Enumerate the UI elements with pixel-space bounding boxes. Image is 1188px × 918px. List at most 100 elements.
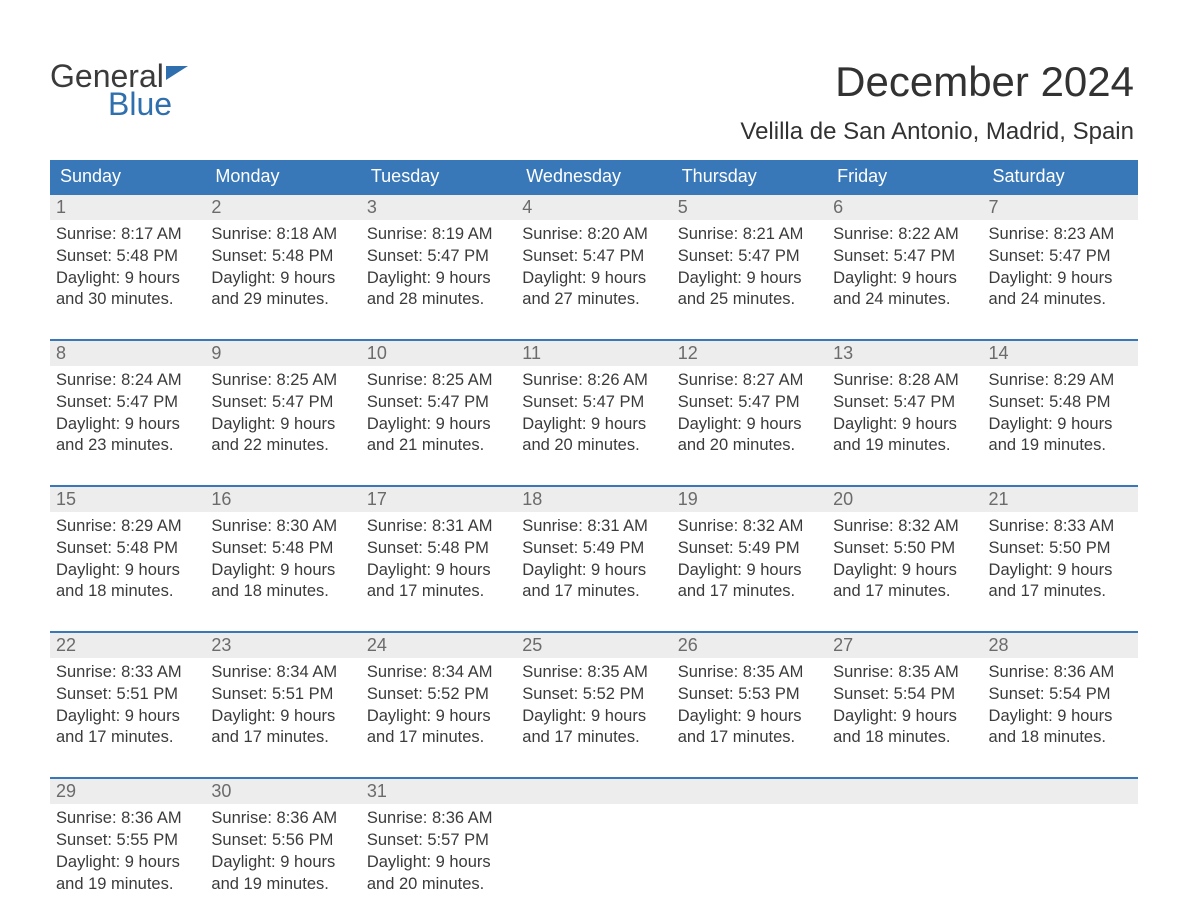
daylight-line2: and 18 minutes. bbox=[833, 727, 976, 749]
sunset-text: Sunset: 5:47 PM bbox=[989, 246, 1132, 268]
calendar-header-row: Sunday Monday Tuesday Wednesday Thursday… bbox=[50, 160, 1138, 193]
daylight-line1: Daylight: 9 hours bbox=[211, 414, 354, 436]
day-body: Sunrise: 8:35 AMSunset: 5:52 PMDaylight:… bbox=[516, 658, 671, 753]
sunrise-text: Sunrise: 8:25 AM bbox=[367, 370, 510, 392]
sunset-text: Sunset: 5:47 PM bbox=[833, 246, 976, 268]
sunrise-text: Sunrise: 8:35 AM bbox=[678, 662, 821, 684]
calendar-day: 1Sunrise: 8:17 AMSunset: 5:48 PMDaylight… bbox=[50, 195, 205, 315]
daylight-line2: and 17 minutes. bbox=[211, 727, 354, 749]
sunrise-text: Sunrise: 8:25 AM bbox=[211, 370, 354, 392]
daylight-line1: Daylight: 9 hours bbox=[211, 268, 354, 290]
calendar-day: 25Sunrise: 8:35 AMSunset: 5:52 PMDayligh… bbox=[516, 633, 671, 753]
sunset-text: Sunset: 5:47 PM bbox=[833, 392, 976, 414]
day-number: 2 bbox=[205, 195, 360, 220]
daylight-line1: Daylight: 9 hours bbox=[211, 852, 354, 874]
sunrise-text: Sunrise: 8:32 AM bbox=[678, 516, 821, 538]
sunset-text: Sunset: 5:47 PM bbox=[367, 246, 510, 268]
daylight-line1: Daylight: 9 hours bbox=[367, 268, 510, 290]
daylight-line1: Daylight: 9 hours bbox=[367, 852, 510, 874]
daylight-line1: Daylight: 9 hours bbox=[56, 560, 199, 582]
page-subtitle: Velilla de San Antonio, Madrid, Spain bbox=[740, 118, 1134, 146]
calendar-day: 31Sunrise: 8:36 AMSunset: 5:57 PMDayligh… bbox=[361, 779, 516, 899]
sunrise-text: Sunrise: 8:17 AM bbox=[56, 224, 199, 246]
sunrise-text: Sunrise: 8:34 AM bbox=[211, 662, 354, 684]
day-header: Friday bbox=[827, 160, 982, 193]
daylight-line1: Daylight: 9 hours bbox=[678, 706, 821, 728]
day-header: Thursday bbox=[672, 160, 827, 193]
day-number: 19 bbox=[672, 487, 827, 512]
daylight-line2: and 19 minutes. bbox=[989, 435, 1132, 457]
day-number: 7 bbox=[983, 195, 1138, 220]
day-number: 8 bbox=[50, 341, 205, 366]
sunset-text: Sunset: 5:54 PM bbox=[833, 684, 976, 706]
day-number bbox=[983, 779, 1138, 804]
sunset-text: Sunset: 5:47 PM bbox=[678, 246, 821, 268]
day-number: 18 bbox=[516, 487, 671, 512]
sunrise-text: Sunrise: 8:24 AM bbox=[56, 370, 199, 392]
sunrise-text: Sunrise: 8:34 AM bbox=[367, 662, 510, 684]
daylight-line1: Daylight: 9 hours bbox=[989, 706, 1132, 728]
daylight-line1: Daylight: 9 hours bbox=[522, 414, 665, 436]
sunset-text: Sunset: 5:52 PM bbox=[367, 684, 510, 706]
day-body: Sunrise: 8:32 AMSunset: 5:49 PMDaylight:… bbox=[672, 512, 827, 607]
day-number: 13 bbox=[827, 341, 982, 366]
day-body: Sunrise: 8:33 AMSunset: 5:50 PMDaylight:… bbox=[983, 512, 1138, 607]
sunrise-text: Sunrise: 8:22 AM bbox=[833, 224, 976, 246]
sunrise-text: Sunrise: 8:21 AM bbox=[678, 224, 821, 246]
sunrise-text: Sunrise: 8:30 AM bbox=[211, 516, 354, 538]
calendar-day bbox=[827, 779, 982, 899]
calendar-week: 1Sunrise: 8:17 AMSunset: 5:48 PMDaylight… bbox=[50, 193, 1138, 315]
brand-part2: Blue bbox=[108, 88, 188, 120]
daylight-line1: Daylight: 9 hours bbox=[211, 706, 354, 728]
day-body: Sunrise: 8:36 AMSunset: 5:54 PMDaylight:… bbox=[983, 658, 1138, 753]
sunset-text: Sunset: 5:52 PM bbox=[522, 684, 665, 706]
daylight-line1: Daylight: 9 hours bbox=[367, 706, 510, 728]
day-number: 29 bbox=[50, 779, 205, 804]
day-number: 20 bbox=[827, 487, 982, 512]
daylight-line2: and 21 minutes. bbox=[367, 435, 510, 457]
sunrise-text: Sunrise: 8:29 AM bbox=[989, 370, 1132, 392]
daylight-line1: Daylight: 9 hours bbox=[56, 852, 199, 874]
daylight-line1: Daylight: 9 hours bbox=[833, 268, 976, 290]
sunset-text: Sunset: 5:51 PM bbox=[56, 684, 199, 706]
sunrise-text: Sunrise: 8:33 AM bbox=[56, 662, 199, 684]
sunrise-text: Sunrise: 8:31 AM bbox=[522, 516, 665, 538]
daylight-line2: and 17 minutes. bbox=[522, 727, 665, 749]
sunrise-text: Sunrise: 8:28 AM bbox=[833, 370, 976, 392]
sunset-text: Sunset: 5:47 PM bbox=[522, 392, 665, 414]
daylight-line2: and 19 minutes. bbox=[56, 874, 199, 896]
day-body bbox=[983, 804, 1138, 812]
daylight-line2: and 22 minutes. bbox=[211, 435, 354, 457]
sunrise-text: Sunrise: 8:29 AM bbox=[56, 516, 199, 538]
daylight-line2: and 19 minutes. bbox=[211, 874, 354, 896]
day-number bbox=[516, 779, 671, 804]
day-number: 30 bbox=[205, 779, 360, 804]
day-number: 10 bbox=[361, 341, 516, 366]
sunrise-text: Sunrise: 8:35 AM bbox=[522, 662, 665, 684]
calendar-day: 7Sunrise: 8:23 AMSunset: 5:47 PMDaylight… bbox=[983, 195, 1138, 315]
day-body: Sunrise: 8:33 AMSunset: 5:51 PMDaylight:… bbox=[50, 658, 205, 753]
calendar-day: 6Sunrise: 8:22 AMSunset: 5:47 PMDaylight… bbox=[827, 195, 982, 315]
day-body: Sunrise: 8:32 AMSunset: 5:50 PMDaylight:… bbox=[827, 512, 982, 607]
calendar-day: 23Sunrise: 8:34 AMSunset: 5:51 PMDayligh… bbox=[205, 633, 360, 753]
day-body: Sunrise: 8:30 AMSunset: 5:48 PMDaylight:… bbox=[205, 512, 360, 607]
daylight-line2: and 17 minutes. bbox=[678, 727, 821, 749]
day-body: Sunrise: 8:19 AMSunset: 5:47 PMDaylight:… bbox=[361, 220, 516, 315]
day-number: 31 bbox=[361, 779, 516, 804]
sunset-text: Sunset: 5:47 PM bbox=[678, 392, 821, 414]
calendar-week: 29Sunrise: 8:36 AMSunset: 5:55 PMDayligh… bbox=[50, 777, 1138, 899]
sunset-text: Sunset: 5:49 PM bbox=[678, 538, 821, 560]
day-body: Sunrise: 8:20 AMSunset: 5:47 PMDaylight:… bbox=[516, 220, 671, 315]
sunrise-text: Sunrise: 8:33 AM bbox=[989, 516, 1132, 538]
sunrise-text: Sunrise: 8:36 AM bbox=[989, 662, 1132, 684]
calendar-day bbox=[516, 779, 671, 899]
daylight-line2: and 17 minutes. bbox=[678, 581, 821, 603]
day-number: 9 bbox=[205, 341, 360, 366]
daylight-line1: Daylight: 9 hours bbox=[833, 706, 976, 728]
sunrise-text: Sunrise: 8:36 AM bbox=[367, 808, 510, 830]
calendar-day: 4Sunrise: 8:20 AMSunset: 5:47 PMDaylight… bbox=[516, 195, 671, 315]
day-body: Sunrise: 8:22 AMSunset: 5:47 PMDaylight:… bbox=[827, 220, 982, 315]
day-number: 21 bbox=[983, 487, 1138, 512]
day-body: Sunrise: 8:36 AMSunset: 5:56 PMDaylight:… bbox=[205, 804, 360, 899]
daylight-line2: and 18 minutes. bbox=[56, 581, 199, 603]
